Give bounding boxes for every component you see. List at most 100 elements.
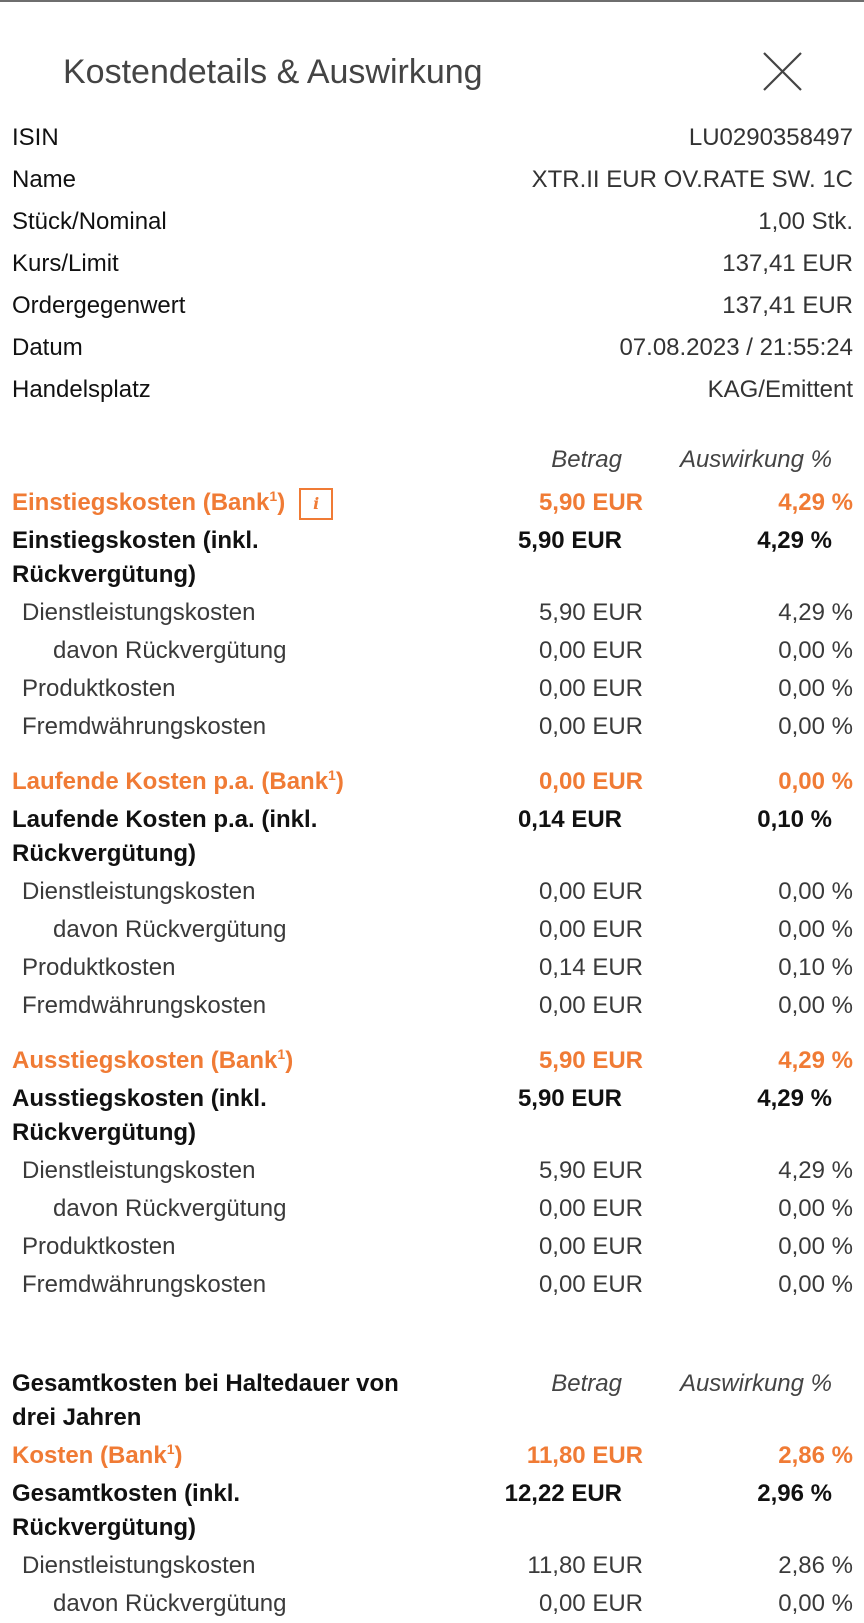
total-cost-impact: 4,29 %: [757, 1085, 832, 1112]
cost-item-label: Produktkosten: [22, 1233, 176, 1260]
cost-item-amount: 0,00 EUR: [538, 1195, 643, 1222]
info-row: Kurs/Limit 137,41 EUR: [12, 243, 853, 285]
bank-cost-label-text: Einstiegskosten (Bank: [12, 489, 270, 516]
bank-cost-impact: 2,86 %: [778, 1442, 853, 1469]
close-button[interactable]: [760, 50, 806, 94]
info-icon[interactable]: i: [299, 487, 334, 520]
cost-item-amount: 0,00 EUR: [538, 713, 643, 740]
cost-item-impact: 0,00 %: [778, 1271, 853, 1298]
cost-item-label: Fremdwährungskosten: [22, 713, 267, 740]
total-cost-impact: 0,10 %: [757, 806, 832, 833]
total-cost-label: Ausstiegskosten (inkl. Rückvergütung): [12, 1085, 267, 1146]
info-value: 1,00 Stk.: [758, 208, 853, 235]
bank-cost-row: Kosten (Bank1) 11,80 EUR 2,86 %: [12, 1437, 853, 1475]
cost-item-label: davon Rückvergütung: [53, 916, 287, 943]
bank-cost-impact: 4,29 %: [778, 1047, 853, 1074]
info-value: XTR.II EUR OV.RATE SW. 1C: [531, 166, 853, 193]
column-header-row: Gesamtkosten bei Haltedauer von drei Jah…: [12, 1365, 853, 1437]
info-value: 07.08.2023 / 21:55:24: [619, 334, 853, 361]
total-cost-row: Ausstiegskosten (inkl. Rückvergütung) 5,9…: [12, 1080, 853, 1152]
total-cost-row: Gesamtkosten (inkl. Rückvergütung) 12,22 …: [12, 1475, 853, 1547]
cost-item-amount: 0,00 EUR: [538, 675, 643, 702]
bank-cost-label-text: Kosten (Bank: [12, 1442, 167, 1469]
info-label: Ordergegenwert: [12, 292, 186, 319]
cost-section: Einstiegskosten (Bank1) i 5,90 EUR 4,29 % Ei…: [12, 484, 853, 746]
column-header-row: Betrag Auswirkung %: [12, 441, 853, 479]
dialog-header: Kostendetails & Auswirkung: [0, 0, 864, 104]
column-header-amount: Betrag: [551, 446, 622, 473]
cost-item-row: Fremdwährungskosten 0,00 EUR 0,00 %: [12, 1266, 853, 1304]
cost-item-label: Dienstleistungskosten: [22, 878, 256, 905]
bank-cost-label: Einstiegskosten (Bank1) i: [12, 486, 423, 520]
info-label: Kurs/Limit: [12, 250, 119, 277]
cost-item-impact: 4,29 %: [778, 599, 853, 626]
bank-cost-impact: 4,29 %: [778, 489, 853, 516]
footnote-mark: 1: [277, 1046, 286, 1062]
paren-close: ): [335, 768, 344, 795]
info-row: Name XTR.II EUR OV.RATE SW. 1C: [12, 159, 853, 201]
info-label: ISIN: [12, 124, 59, 151]
total-cost-label: Einstiegskosten (inkl. Rückvergütung): [12, 527, 259, 588]
cost-item-row: Produktkosten 0,14 EUR 0,10 %: [12, 949, 853, 987]
footnote-mark: 1: [269, 488, 278, 504]
info-label: Name: [12, 166, 77, 193]
info-value: 137,41 EUR: [722, 250, 853, 277]
order-info: ISIN LU0290358497 Name XTR.II EUR OV.RATE S…: [0, 104, 864, 411]
cost-item-label: davon Rückvergütung: [53, 1195, 287, 1222]
bank-cost-amount: 0,00 EUR: [538, 768, 643, 795]
bank-cost-row: Ausstiegskosten (Bank1) 5,90 EUR 4,29 %: [12, 1042, 853, 1080]
total-cost-impact: 4,29 %: [757, 527, 832, 554]
cost-item-impact: 0,00 %: [778, 1233, 853, 1260]
bank-cost-label: Laufende Kosten p.a. (Bank1): [12, 765, 423, 799]
cost-item-impact: 0,00 %: [778, 637, 853, 664]
cost-item-label: Dienstleistungskosten: [22, 1157, 256, 1184]
info-row: Datum 07.08.2023 / 21:55:24: [12, 327, 853, 369]
cost-item-amount: 11,80 EUR: [527, 1552, 643, 1579]
close-icon: [763, 52, 802, 91]
cost-item-row: Dienstleistungskosten 5,90 EUR 4,29 %: [12, 594, 853, 632]
total-cost-amount: 12,22 EUR: [504, 1480, 622, 1507]
column-header-amount: Betrag: [551, 1370, 622, 1397]
cost-item-label: davon Rückvergütung: [53, 637, 287, 664]
cost-item-amount: 5,90 EUR: [538, 1157, 643, 1184]
dialog-title: Kostendetails & Auswirkung: [63, 53, 483, 91]
info-value: LU0290358497: [688, 124, 853, 151]
column-header-impact: Auswirkung %: [679, 1370, 832, 1397]
cost-item-impact: 0,00 %: [778, 675, 853, 702]
total-cost-row: Laufende Kosten p.a. (inkl. Rückvergütun…: [12, 801, 853, 873]
bank-cost-label: Ausstiegskosten (Bank1): [12, 1044, 423, 1078]
cost-item-amount: 5,90 EUR: [538, 599, 643, 626]
bank-cost-label-text: Laufende Kosten p.a. (Bank: [12, 768, 329, 795]
bank-cost-row: Einstiegskosten (Bank1) i 5,90 EUR 4,29 %: [12, 484, 853, 522]
cost-item-row: Produktkosten 0,00 EUR 0,00 %: [12, 670, 853, 708]
cost-item-impact: 0,00 %: [778, 916, 853, 943]
cost-item-row: Fremdwährungskosten 0,00 EUR 0,00 %: [12, 708, 853, 746]
footnote-mark: 1: [328, 767, 336, 783]
info-value: 137,41 EUR: [722, 292, 853, 319]
bank-cost-row: Laufende Kosten p.a. (Bank1) 0,00 EUR 0,00…: [12, 763, 853, 801]
cost-item-label: Dienstleistungskosten: [22, 1552, 256, 1579]
cost-item-impact: 4,29 %: [778, 1157, 853, 1184]
bank-cost-label-text: Ausstiegskosten (Bank: [12, 1047, 278, 1074]
paren-close: ): [174, 1442, 183, 1469]
cost-item-amount: 0,00 EUR: [538, 878, 643, 905]
cost-item-row: davon Rückvergütung 0,00 EUR 0,00 %: [12, 1585, 853, 1623]
info-label: Datum: [12, 334, 83, 361]
cost-item-row: Fremdwährungskosten 0,00 EUR 0,00 %: [12, 987, 853, 1025]
cost-item-amount: 0,00 EUR: [538, 992, 643, 1019]
cost-item-label: davon Rückvergütung: [53, 1590, 287, 1617]
info-row: Stück/Nominal 1,00 Stk.: [12, 201, 853, 243]
cost-item-amount: 0,00 EUR: [538, 637, 643, 664]
info-row: Handelsplatz KAG/Emittent: [12, 369, 853, 411]
cost-item-impact: 2,86 %: [778, 1552, 853, 1579]
bank-cost-amount: 11,80 EUR: [526, 1442, 643, 1469]
cost-item-row: Dienstleistungskosten 11,80 EUR 2,86 %: [12, 1547, 853, 1585]
cost-item-row: Produktkosten 0,00 EUR 0,00 %: [12, 1228, 853, 1266]
table-heading: Gesamtkosten bei Haltedauer von drei Jah…: [12, 1370, 399, 1431]
cost-item-impact: 0,00 %: [778, 1195, 853, 1222]
cost-item-label: Produktkosten: [22, 954, 176, 981]
cost-item-row: davon Rückvergütung 0,00 EUR 0,00 %: [12, 911, 853, 949]
cost-item-impact: 0,00 %: [778, 992, 853, 1019]
total-cost-label: Laufende Kosten p.a. (inkl. Rückvergütun…: [12, 806, 318, 867]
footnote-mark: 1: [166, 1441, 175, 1457]
